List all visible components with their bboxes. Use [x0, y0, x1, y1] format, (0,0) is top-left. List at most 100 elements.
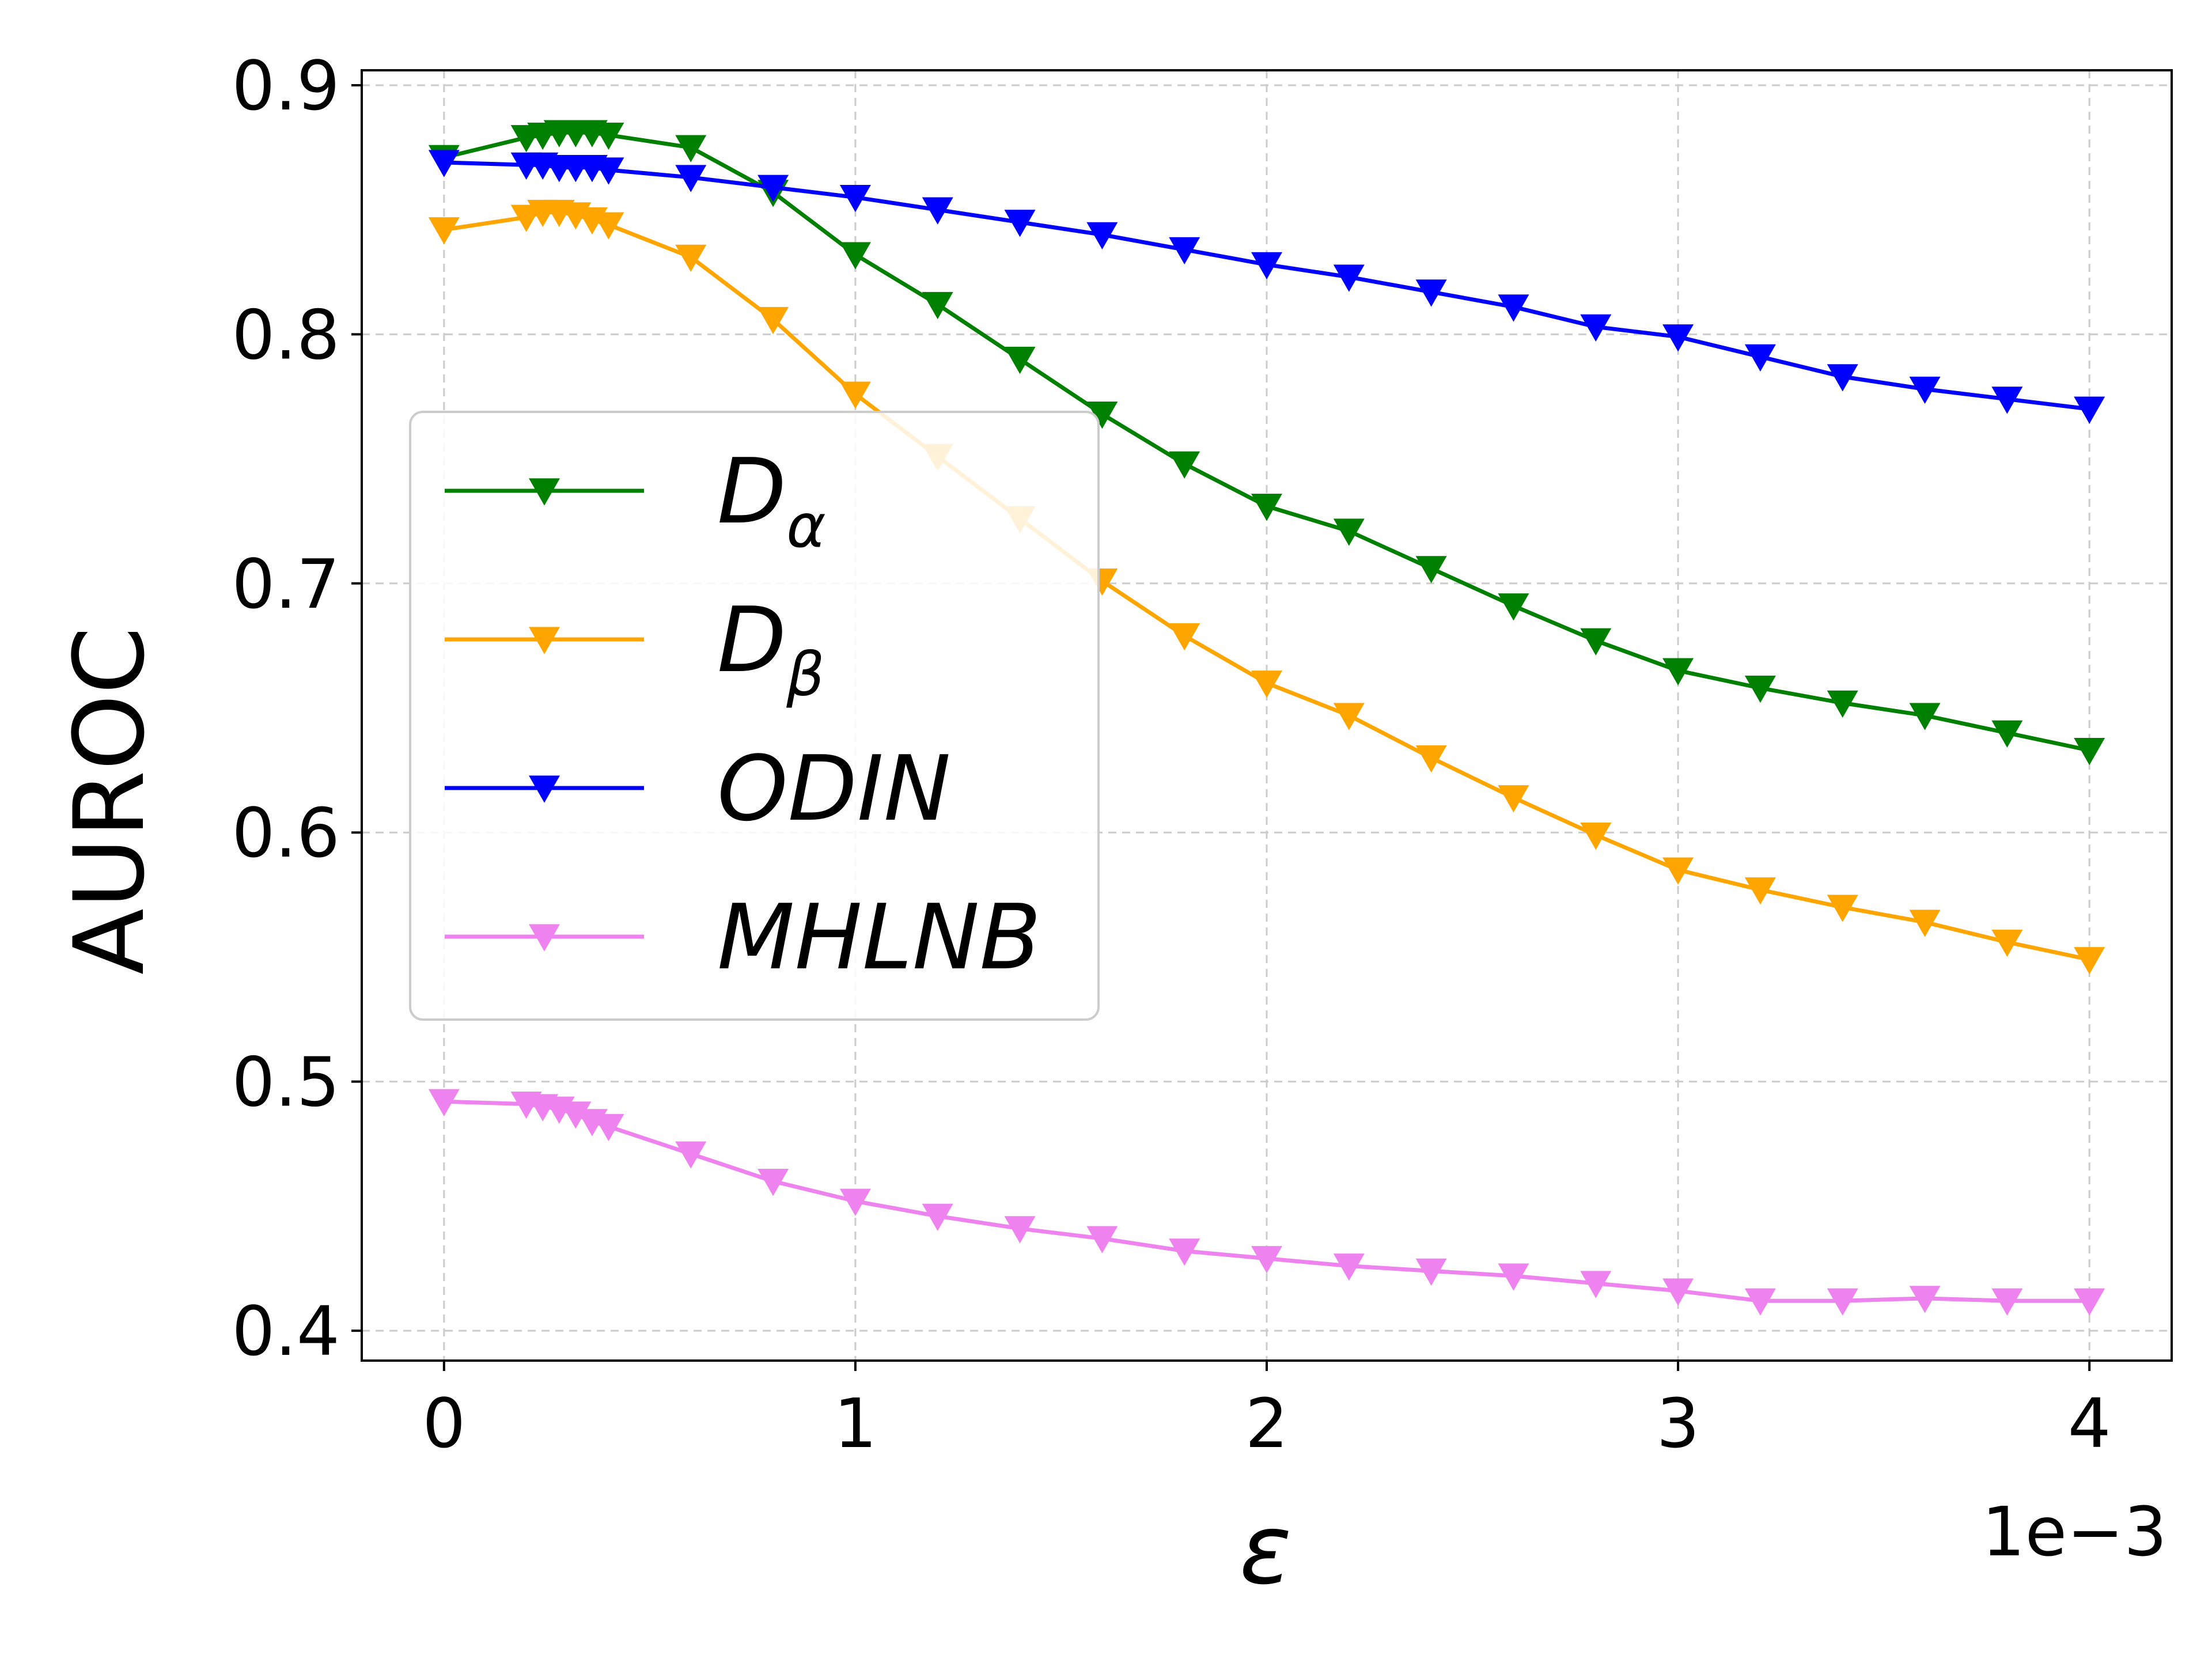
legend-label: Dα [717, 439, 826, 561]
data-point-d- [2074, 737, 2105, 766]
data-point-odin [1498, 294, 1529, 322]
data-point-d- [1991, 720, 2023, 748]
axis-ticks: 0 1 2 3 4 0.4 0.5 0.6 0.7 0.8 0.9 [232, 46, 2111, 1463]
legend-label: Dβ [717, 588, 825, 710]
data-point-mhlnb [757, 1169, 789, 1196]
data-point-odin [757, 175, 789, 202]
data-point-d- [1169, 451, 1200, 479]
data-point-d- [1662, 857, 1694, 885]
data-point-d- [1498, 785, 1529, 813]
legend-marker [529, 478, 560, 506]
legend-marker [529, 924, 560, 952]
data-point-d- [1415, 745, 1447, 773]
x-tick-label: 0 [422, 1384, 465, 1463]
data-point-d- [1086, 402, 1118, 429]
data-point-d- [839, 242, 871, 270]
data-point-mhlnb [1909, 1286, 1941, 1313]
data-point-d- [1744, 877, 1776, 905]
data-point-d- [1498, 593, 1529, 621]
x-tick-label: 4 [2068, 1384, 2111, 1463]
data-point-mhlnb [922, 1203, 953, 1231]
x-axis-offset-text: 1e−3 [1982, 1492, 2167, 1571]
data-point-d- [675, 244, 707, 272]
data-point-d- [1827, 895, 1858, 922]
data-point-mhlnb [428, 1089, 460, 1116]
legend-label: ODIN [717, 736, 951, 841]
legend-label-subscript: β [786, 639, 824, 710]
data-point-mhlnb [1415, 1258, 1447, 1286]
data-point-odin [922, 197, 953, 225]
data-point-mhlnb [839, 1188, 871, 1216]
data-point-mhlnb [1251, 1246, 1282, 1274]
data-point-odin [1004, 210, 1036, 237]
y-tick-label: 0.4 [232, 1291, 340, 1371]
data-point-mhlnb [1004, 1216, 1036, 1244]
data-point-odin [1827, 364, 1858, 392]
series-mhlnb [428, 1089, 2105, 1316]
legend-item-d-: Dβ [445, 588, 825, 710]
legend-label-main: D [717, 439, 786, 544]
y-tick-label: 0.6 [232, 793, 340, 873]
data-point-mhlnb [1086, 1226, 1118, 1253]
legend-item-odin: ODIN [445, 736, 951, 841]
data-point-d- [1580, 822, 1612, 850]
data-point-mhlnb [1169, 1238, 1200, 1266]
data-point-odin [428, 150, 460, 177]
legend-marker [529, 627, 560, 654]
legend-label-main: D [717, 588, 786, 692]
series-layer [428, 120, 2105, 1316]
data-point-d- [1251, 671, 1282, 698]
data-point-d- [1415, 556, 1447, 584]
data-point-odin [2074, 396, 2105, 424]
data-point-d- [757, 306, 789, 335]
data-point-d- [2074, 947, 2105, 975]
data-point-mhlnb [593, 1113, 624, 1142]
data-point-mhlnb [675, 1141, 707, 1169]
data-point-mhlnb [1498, 1263, 1529, 1291]
data-point-d- [1991, 929, 2023, 957]
data-point-odin [1169, 237, 1200, 265]
data-point-d- [1662, 658, 1694, 685]
y-tick-label: 0.9 [232, 46, 340, 126]
data-point-odin [1909, 376, 1941, 404]
data-point-odin [1333, 264, 1365, 292]
x-tick-label: 3 [1657, 1384, 1700, 1463]
legend-item-d-: Dα [445, 439, 826, 561]
data-point-d- [1744, 675, 1776, 703]
data-point-mhlnb [560, 1101, 592, 1129]
x-axis-label: ε [1240, 1493, 1292, 1606]
y-tick-label: 0.7 [232, 544, 340, 624]
data-point-odin [1662, 324, 1694, 352]
data-point-d- [1909, 910, 1941, 937]
data-point-d- [1333, 703, 1365, 730]
data-point-d- [1827, 690, 1858, 718]
series-d- [428, 120, 2105, 766]
data-point-d- [593, 122, 624, 150]
data-point-mhlnb [1333, 1253, 1365, 1281]
x-tick-label: 2 [1245, 1384, 1288, 1463]
data-point-d- [839, 381, 871, 409]
data-point-odin [593, 157, 624, 185]
grid [362, 70, 2172, 1361]
data-point-d- [1251, 494, 1282, 521]
data-point-mhlnb [1744, 1288, 1776, 1316]
data-point-mhlnb [1991, 1288, 2023, 1316]
data-point-d- [1004, 347, 1036, 374]
data-point-mhlnb [1827, 1288, 1858, 1316]
legend-label: MHLNB [717, 885, 1041, 990]
y-tick-label: 0.8 [232, 295, 340, 374]
data-point-d- [1580, 628, 1612, 656]
legend-box [409, 411, 1100, 1021]
data-point-odin [675, 165, 707, 192]
data-point-odin [1580, 314, 1612, 342]
data-point-d- [593, 212, 624, 240]
data-point-mhlnb [1580, 1271, 1612, 1298]
data-point-d- [1333, 518, 1365, 546]
legend-label-main: ODIN [717, 736, 951, 841]
data-point-d- [1169, 623, 1200, 651]
legend-label-main: MHLNB [717, 885, 1041, 990]
legend-item-mhlnb: MHLNB [445, 885, 1041, 990]
